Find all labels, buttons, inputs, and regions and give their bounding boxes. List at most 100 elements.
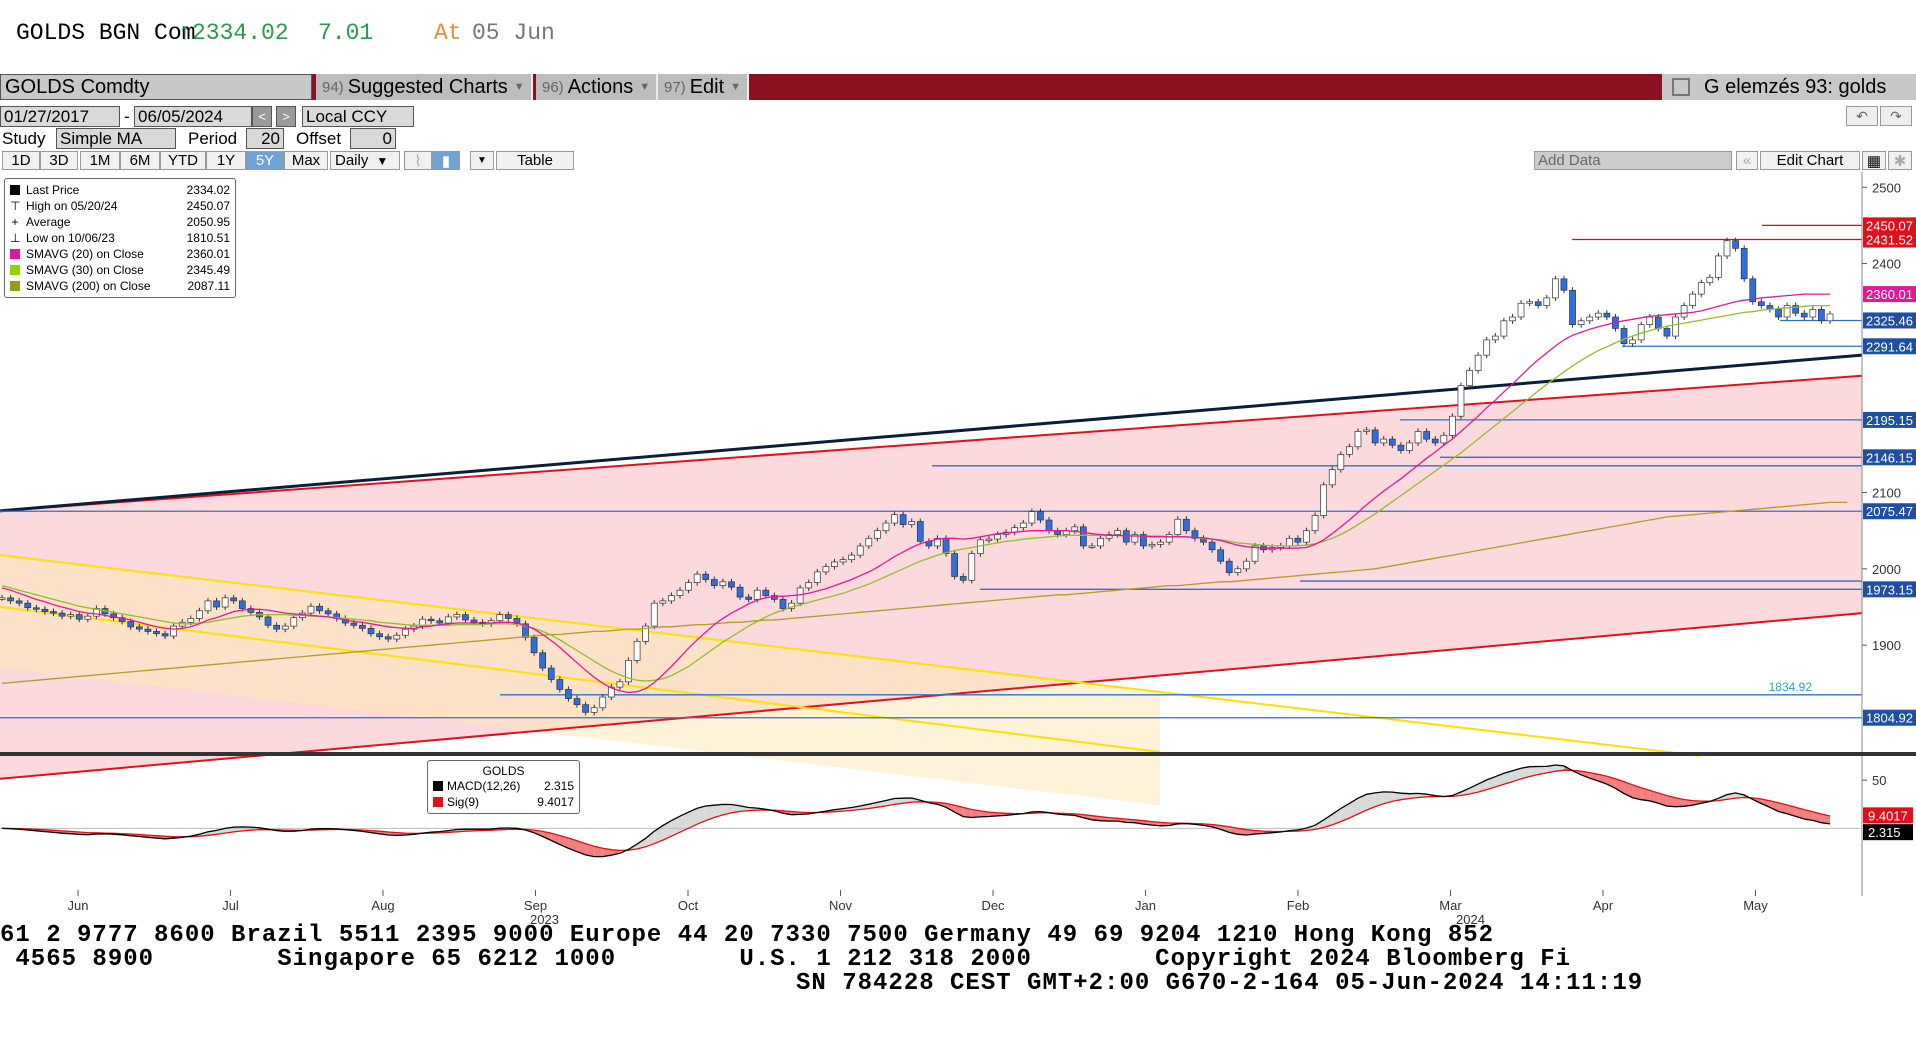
date-range-row: 01/27/2017 - 06/05/2024 < > Local CCY ↶ … <box>0 106 1916 128</box>
price-tag <box>1863 286 1916 303</box>
candle-down <box>359 624 366 629</box>
redo-button[interactable]: ↷ <box>1880 106 1912 126</box>
candle-down <box>1569 289 1576 325</box>
average-marker-icon: + <box>11 215 19 229</box>
candle-down <box>32 607 40 610</box>
prev-period-button[interactable]: < <box>252 106 272 127</box>
candle-down <box>1191 530 1199 539</box>
next-period-button[interactable]: > <box>276 106 296 127</box>
line-chart-icon[interactable]: ⌇ <box>404 151 432 170</box>
macd-fill-segment <box>1392 792 1401 802</box>
sma20-line <box>1 293 1830 694</box>
candle-down <box>1663 328 1671 337</box>
settings-icon[interactable]: ✱ <box>1888 151 1912 170</box>
candle-up <box>1586 316 1594 322</box>
expand-icon[interactable] <box>1672 78 1690 96</box>
price-tag-label: 2291.64 <box>1866 339 1913 354</box>
security-field[interactable]: GOLDS Comdty <box>0 74 312 100</box>
candle-up <box>1629 339 1636 345</box>
candle-up <box>633 640 641 661</box>
candle-up <box>616 681 624 688</box>
candle-down <box>582 704 589 713</box>
candle-down <box>247 608 255 613</box>
candle-up <box>985 538 993 541</box>
edit-menu[interactable]: 97) Edit ▼ <box>658 74 750 100</box>
undo-button[interactable]: ↶ <box>1846 106 1878 126</box>
y-tick-label: 1900 <box>1872 638 1901 653</box>
price-tag-label: 2075.47 <box>1866 504 1913 519</box>
x-axis-year-label: 2023 <box>530 912 559 927</box>
candle-up <box>1474 354 1482 371</box>
legend-swatch <box>433 797 443 807</box>
y-axis-background <box>1862 172 1916 896</box>
candle-up <box>968 553 976 581</box>
edit-chart-button[interactable]: Edit Chart <box>1760 151 1860 170</box>
candle-up <box>1680 305 1688 318</box>
frequency-select[interactable]: Daily ▼ <box>330 151 400 170</box>
macd-fill-segment <box>1375 791 1384 807</box>
chevron-down-icon: ▼ <box>639 81 651 93</box>
candle-up <box>1019 522 1027 528</box>
currency-select[interactable]: Local CCY <box>302 106 414 127</box>
macd-fill-segment <box>1357 794 1367 814</box>
chart-type-dropdown[interactable]: ▼ <box>470 151 494 170</box>
macd-fill-segment <box>1658 792 1667 807</box>
macd-fill-segment <box>551 833 560 845</box>
macd-tick-label: 50 <box>1872 773 1886 788</box>
range-6m-button[interactable]: 6M <box>120 151 160 170</box>
end-date-field[interactable]: 06/05/2024 <box>134 106 252 127</box>
range-1m-button[interactable]: 1M <box>80 151 120 170</box>
candle-down <box>779 599 787 609</box>
suggested-charts-menu[interactable]: 94) Suggested Charts ▼ <box>316 74 533 100</box>
macd-fill-segment <box>705 805 715 821</box>
quote-header: GOLDS BGN Com ↑ 2334.02 7.01 At 05 Jun <box>0 14 1916 54</box>
candle-up <box>994 534 1001 540</box>
range-1y-button[interactable]: 1Y <box>206 151 246 170</box>
study-select[interactable]: Simple MA <box>56 128 176 149</box>
candle-up <box>1783 305 1791 318</box>
table-button[interactable]: Table <box>496 151 574 170</box>
candle-chart-icon[interactable]: ▮ <box>432 151 460 170</box>
range-max-button[interactable]: Max <box>284 151 328 170</box>
candle-down <box>736 586 744 598</box>
candle-up <box>839 559 847 563</box>
macd-fill-segment <box>697 806 706 825</box>
price-tag-label: 2195.15 <box>1866 413 1913 428</box>
chart-title-panel[interactable]: G elemzés 93: golds <box>1662 74 1916 100</box>
range-ytd-button[interactable]: YTD <box>160 151 206 170</box>
panel-separator <box>0 752 1916 756</box>
candle-up <box>607 686 615 698</box>
macd-fill-segment <box>1615 778 1625 794</box>
candle-up <box>393 634 401 640</box>
macd-fill-segment <box>1684 799 1693 807</box>
range-3d-button[interactable]: 3D <box>40 151 78 170</box>
candle-down <box>1294 537 1302 543</box>
range-5y-button[interactable]: 5Y <box>246 151 284 170</box>
start-date-field[interactable]: 01/27/2017 <box>0 106 120 127</box>
range-1d-button[interactable]: 1D <box>2 151 40 170</box>
x-axis-month-label: Jan <box>1135 898 1156 913</box>
candle-down <box>1749 278 1757 303</box>
candle-up <box>1552 278 1559 299</box>
candle-up <box>1723 240 1731 257</box>
price-tag <box>1863 709 1916 726</box>
actions-menu[interactable]: 96) Actions ▼ <box>536 74 659 100</box>
macd-fill-segment <box>946 803 955 813</box>
candle-up <box>685 582 692 591</box>
candle-up <box>659 600 667 604</box>
x-axis-year-label: 2024 <box>1456 912 1485 927</box>
macd-fill-segment <box>1469 784 1479 795</box>
period-input[interactable]: 20 <box>246 128 284 149</box>
range-buttons-row: 1D 3D 1M 6M YTD 1Y 5Y Max Daily ▼ ⌇ ▮ ▼ T… <box>0 151 1916 171</box>
collapse-icon[interactable]: « <box>1736 151 1758 170</box>
macd-fill-segment <box>1529 766 1539 777</box>
add-data-input[interactable]: Add Data <box>1534 151 1732 170</box>
chart-icon[interactable]: ▦ <box>1862 151 1886 170</box>
candle-down <box>161 633 169 637</box>
macd-fill-segment <box>1495 773 1504 788</box>
offset-input[interactable]: 0 <box>350 128 396 149</box>
candle-down <box>942 537 950 554</box>
legend-sma200: SMAVG (200) on Close 2087.11 <box>10 278 230 294</box>
candle-up <box>1517 302 1525 318</box>
